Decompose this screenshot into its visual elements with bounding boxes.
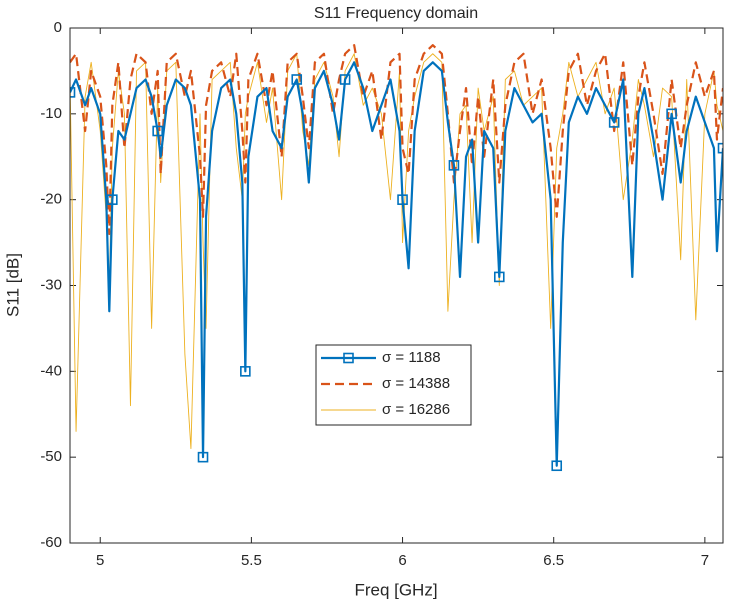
y-tick-label: 0 — [54, 19, 62, 36]
y-tick-label: -10 — [40, 105, 62, 122]
legend-label: σ = 16286 — [382, 401, 450, 418]
y-tick-label: -40 — [40, 362, 62, 379]
y-tick-label: -30 — [40, 276, 62, 293]
series-line — [70, 61, 723, 467]
x-tick-label: 5 — [96, 552, 104, 569]
x-tick-label: 6 — [398, 552, 406, 569]
marker — [397, 194, 408, 205]
marker — [291, 74, 303, 85]
legend-label: σ = 1188 — [382, 349, 441, 366]
marker — [551, 460, 563, 472]
y-tick-label: -50 — [40, 448, 62, 465]
chart-title: S11 Frequency domain — [314, 5, 478, 22]
legend-marker — [343, 352, 354, 364]
marker — [107, 194, 118, 205]
marker — [197, 451, 209, 463]
y-tick-label: -20 — [40, 191, 62, 208]
y-tick-label: -60 — [40, 534, 62, 551]
marker — [240, 366, 251, 377]
marker — [608, 117, 620, 128]
marker — [493, 271, 505, 283]
y-axis-label: S11 [dB] — [3, 253, 22, 317]
marker — [152, 125, 163, 137]
x-axis-label: Freq [GHz] — [354, 580, 437, 599]
marker — [717, 142, 723, 154]
axes-box — [69, 27, 724, 544]
marker — [666, 108, 677, 120]
x-tick-label: 6.5 — [543, 552, 564, 569]
x-tick-label: 5.5 — [241, 552, 262, 569]
marker — [448, 160, 460, 171]
legend-label: σ = 14388 — [382, 375, 450, 392]
marker — [339, 74, 351, 85]
marker — [70, 87, 76, 98]
x-tick-label: 7 — [701, 552, 709, 569]
